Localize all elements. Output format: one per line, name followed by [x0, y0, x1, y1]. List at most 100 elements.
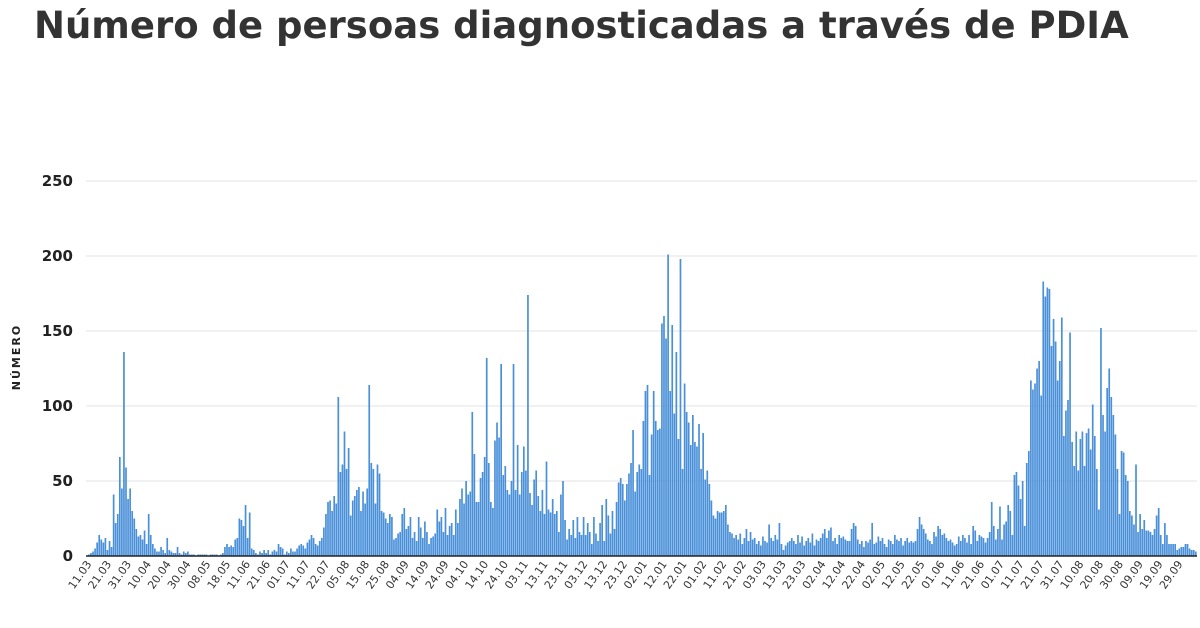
bar — [1087, 428, 1090, 556]
bar — [469, 491, 472, 556]
bar — [255, 553, 257, 556]
bar — [984, 542, 987, 556]
bar — [298, 545, 300, 556]
bar — [1005, 521, 1007, 556]
bar — [949, 539, 952, 556]
bar — [753, 538, 756, 556]
bar — [654, 421, 657, 556]
bar — [341, 464, 344, 556]
bar — [224, 547, 226, 556]
bar — [593, 517, 595, 556]
bar — [560, 494, 562, 556]
bar — [640, 469, 643, 556]
bar — [277, 544, 280, 556]
bar — [1190, 550, 1193, 556]
bar — [370, 463, 373, 556]
bar — [825, 538, 828, 556]
bar — [978, 535, 981, 556]
bar — [632, 430, 634, 556]
bar — [953, 545, 956, 556]
bar — [749, 532, 752, 556]
bar — [698, 424, 700, 556]
bar — [285, 551, 288, 556]
bar — [483, 457, 486, 556]
bar — [520, 472, 523, 556]
bar — [1034, 383, 1036, 556]
bar — [675, 352, 678, 556]
bar — [924, 533, 927, 556]
bar — [1017, 485, 1020, 556]
bar — [131, 511, 134, 556]
bar — [605, 499, 608, 556]
bar — [774, 535, 777, 556]
bar — [110, 547, 113, 556]
bar — [568, 529, 571, 556]
bar — [931, 544, 933, 556]
bar — [951, 542, 954, 556]
bar — [374, 503, 377, 556]
bar — [263, 550, 265, 556]
bar — [735, 535, 737, 556]
bar — [288, 553, 290, 556]
bar — [980, 536, 983, 556]
gridlines — [86, 180, 1197, 482]
bar — [793, 541, 795, 556]
bar — [1056, 380, 1059, 556]
bar — [331, 511, 333, 556]
bar — [514, 490, 517, 556]
bar — [786, 542, 789, 556]
bar — [141, 539, 144, 556]
bar — [807, 538, 810, 556]
bar — [1071, 442, 1073, 556]
bar — [430, 538, 432, 556]
bar — [174, 553, 177, 556]
bar — [500, 364, 502, 556]
bar — [665, 338, 667, 556]
bar — [1073, 466, 1076, 556]
bar — [306, 542, 309, 556]
bar — [902, 545, 904, 556]
bar — [823, 529, 826, 556]
bar — [356, 490, 358, 556]
bar — [768, 524, 770, 556]
bar — [1096, 469, 1098, 556]
bar — [869, 539, 871, 556]
bar — [178, 553, 181, 556]
bar — [933, 532, 935, 556]
bar — [428, 544, 430, 556]
bar — [858, 544, 861, 556]
bar — [652, 391, 655, 556]
bar — [1044, 296, 1047, 556]
bar — [166, 538, 169, 556]
bar — [539, 511, 542, 556]
bar — [747, 541, 750, 556]
bar — [679, 259, 682, 556]
bar — [1093, 436, 1096, 556]
bar — [852, 523, 855, 556]
y-tick-label: 150 — [42, 322, 73, 340]
bar — [636, 472, 639, 556]
bar — [799, 542, 801, 556]
bar — [580, 535, 583, 556]
bar — [296, 548, 298, 556]
bar — [578, 532, 581, 556]
y-tick-label: 100 — [42, 397, 73, 415]
bar — [751, 539, 754, 556]
bar — [1079, 439, 1082, 556]
bar — [819, 538, 822, 556]
bar — [856, 539, 859, 556]
bar — [246, 538, 249, 556]
bar — [446, 535, 449, 556]
bar — [634, 491, 636, 556]
bar — [935, 536, 937, 556]
bar — [149, 535, 152, 556]
bar — [959, 541, 962, 556]
bar — [906, 538, 909, 556]
bar — [642, 421, 645, 556]
bar — [970, 544, 972, 556]
bar — [1052, 319, 1055, 556]
bar — [294, 551, 296, 556]
bar — [156, 551, 158, 556]
bar — [836, 544, 838, 556]
bar — [914, 541, 917, 556]
